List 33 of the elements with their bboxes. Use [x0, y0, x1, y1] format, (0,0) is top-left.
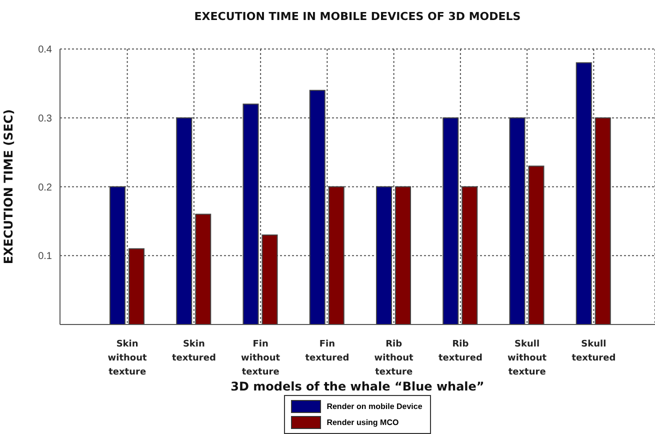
- bar: [262, 234, 278, 324]
- y-axis-title: EXECUTION TIME (SEC): [1, 109, 16, 264]
- bar: [309, 90, 326, 324]
- x-tick-label: Skin without texture: [108, 340, 148, 378]
- x-tick-label: Skull textured: [572, 340, 616, 364]
- bar: [376, 186, 392, 324]
- y-tick-label: 0.4: [38, 44, 52, 56]
- x-axis-title: 3D models of the whale “Blue whale”: [230, 380, 484, 394]
- y-tick-label: 0.1: [38, 251, 52, 262]
- legend-label: Render using MCO: [326, 418, 399, 427]
- x-tick-label: Rib textured: [438, 340, 482, 364]
- bar: [195, 214, 212, 324]
- bar: [576, 62, 592, 324]
- bar: [462, 186, 478, 324]
- x-tick-label: Skin textured: [172, 340, 216, 364]
- x-tick-label: Fin textured: [305, 340, 350, 364]
- bar: [176, 117, 192, 324]
- bar: [128, 248, 144, 324]
- bar: [395, 186, 411, 324]
- bar: [528, 166, 544, 324]
- chart-title: EXECUTION TIME IN MOBILE DEVICES OF 3D MODELS: [193, 10, 522, 23]
- x-tick-label: Fin without texture: [241, 340, 281, 378]
- y-tick-label: 0.3: [38, 113, 52, 124]
- x-tick-label: Rib without texture: [374, 340, 414, 378]
- bar: [242, 104, 259, 324]
- bar: [509, 117, 526, 324]
- bar: [442, 117, 459, 324]
- bar: [594, 117, 611, 324]
- bar: [328, 186, 344, 324]
- bar: [110, 186, 126, 324]
- y-tick-label: 0.2: [38, 182, 52, 194]
- legend-label: Render on mobile Device: [326, 402, 422, 411]
- x-tick-label: Skull without texture: [508, 340, 548, 378]
